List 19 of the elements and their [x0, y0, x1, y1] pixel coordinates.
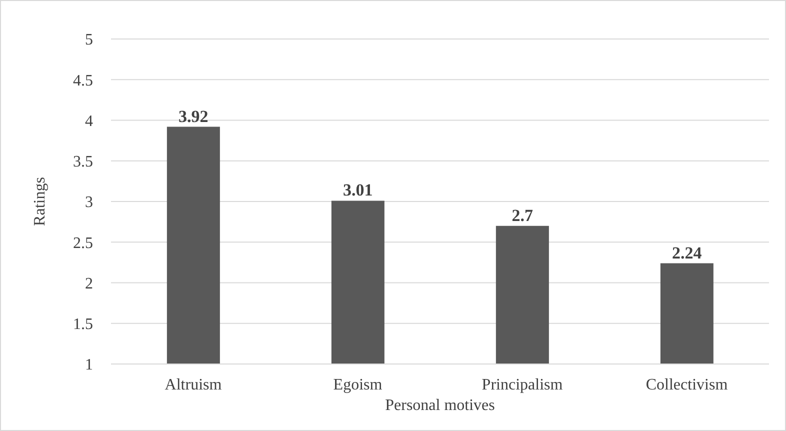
y-tick-label: 1 — [85, 356, 93, 374]
y-tick-label: 1.5 — [73, 316, 93, 334]
x-tick-label: Collectivism — [646, 376, 728, 394]
data-label: 3.92 — [178, 106, 208, 126]
x-axis-title: Personal motives — [385, 397, 495, 414]
x-tick-label: Egoism — [333, 376, 383, 394]
y-tick-label: 4.5 — [73, 72, 93, 90]
x-tick-label: Altruism — [164, 376, 222, 394]
y-tick-label: 3.5 — [73, 154, 93, 171]
y-tick-label: 2.5 — [73, 234, 93, 252]
x-tick-label: Principalism — [482, 376, 564, 394]
data-label: 2.7 — [512, 206, 534, 225]
y-tick-label: 5 — [85, 32, 93, 49]
y-axis-title: Ratings — [32, 177, 49, 226]
y-tick-label: 4 — [85, 112, 93, 130]
y-tick-label: 2 — [85, 275, 93, 292]
data-label: 3.01 — [343, 180, 373, 200]
y-tick-label: 3 — [85, 194, 93, 212]
data-label: 2.24 — [672, 243, 702, 262]
